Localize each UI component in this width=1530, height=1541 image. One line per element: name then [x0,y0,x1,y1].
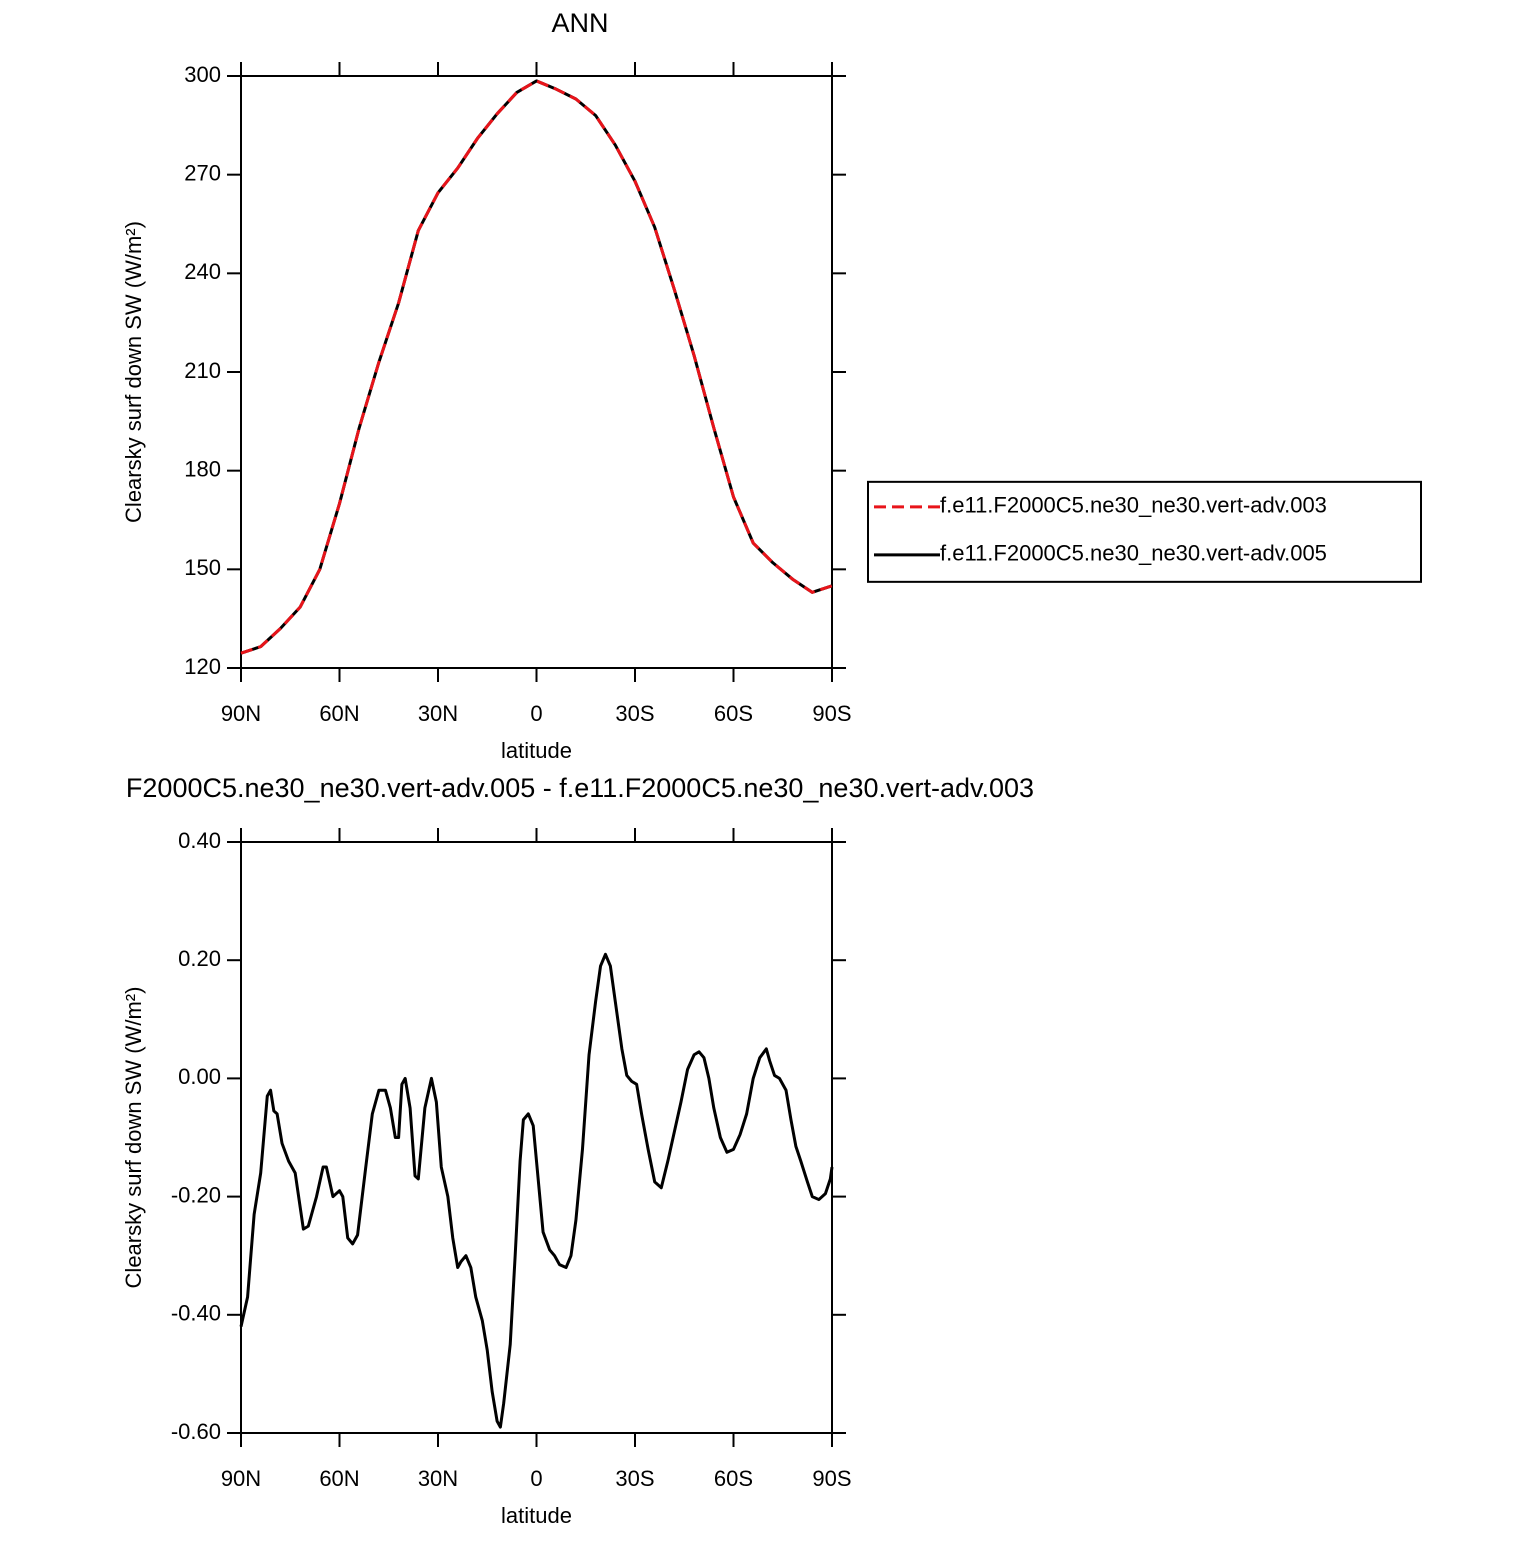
x-tick-label: 60S [714,701,753,726]
data-line [239,952,834,1429]
x-tick-label: 90N [221,1466,261,1491]
x-tick-label: 0 [530,1466,542,1491]
plot-frame [240,841,833,1434]
y-tick-label: -0.40 [171,1301,221,1326]
x-tick-label: 60N [319,701,359,726]
y-axis-label: Clearsky surf down SW (W/m²) [121,221,146,523]
y-tick-label: -0.60 [171,1419,221,1444]
y-tick-label: 150 [184,555,221,580]
chart-title: F2000C5.ne30_ne30.vert-adv.005 - f.e11.F… [126,773,1034,803]
y-tick-label: 270 [184,160,221,185]
y-tick-label: 180 [184,456,221,481]
x-tick-label: 30N [418,1466,458,1491]
x-tick-label: 90N [221,701,261,726]
data-line [240,79,833,655]
x-axis-label: latitude [501,1503,572,1528]
y-tick-label: 300 [184,62,221,87]
y-axis-label: Clearsky surf down SW (W/m²) [121,987,146,1289]
y-tick-label: -0.20 [171,1182,221,1207]
y-tick-label: 120 [184,654,221,679]
plot-frame [240,75,833,669]
y-tick-label: 240 [184,259,221,284]
x-tick-label: 90S [812,701,851,726]
y-tick-label: 210 [184,358,221,383]
x-tick-label: 90S [812,1466,851,1491]
y-tick-label: 0.40 [178,828,221,853]
x-tick-label: 60N [319,1466,359,1491]
x-tick-label: 0 [530,701,542,726]
y-tick-label: 0.00 [178,1064,221,1089]
chart-title: ANN [551,8,608,38]
x-tick-label: 60S [714,1466,753,1491]
y-tick-label: 0.20 [178,946,221,971]
x-tick-label: 30N [418,701,458,726]
x-tick-label: 30S [615,701,654,726]
legend-label: f.e11.F2000C5.ne30_ne30.vert-adv.005 [940,541,1327,566]
x-tick-label: 30S [615,1466,654,1491]
data-line [240,79,833,655]
legend-label: f.e11.F2000C5.ne30_ne30.vert-adv.003 [940,493,1327,518]
legend-box [867,480,1422,583]
x-axis-label: latitude [501,738,572,763]
